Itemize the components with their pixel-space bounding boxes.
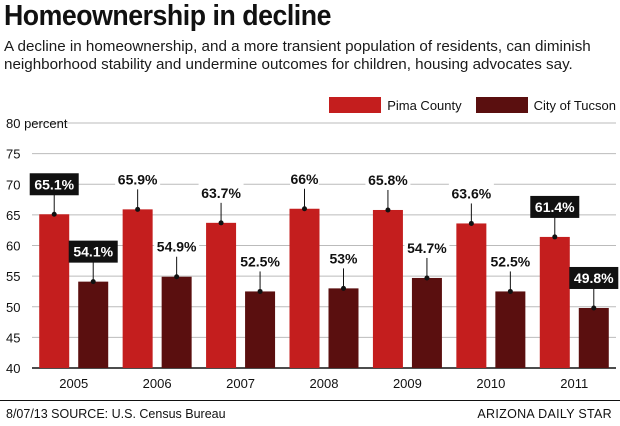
bar-pima bbox=[289, 208, 320, 368]
data-point-marker bbox=[257, 288, 263, 294]
data-label-backdrop bbox=[404, 237, 450, 256]
y-tick-label: 50 bbox=[6, 300, 20, 315]
data-point-marker bbox=[552, 234, 558, 240]
bar-pima bbox=[372, 209, 403, 368]
bar-pima bbox=[456, 223, 487, 368]
data-point-marker bbox=[174, 274, 180, 280]
bar-pima bbox=[122, 209, 153, 368]
bar-pima bbox=[206, 222, 237, 368]
bar-pima bbox=[539, 236, 570, 368]
y-tick-label: 40 bbox=[6, 361, 20, 376]
chart-subtitle: A decline in homeownership, and a more t… bbox=[4, 38, 591, 73]
data-label-backdrop bbox=[198, 182, 244, 201]
data-point-marker bbox=[302, 206, 307, 212]
bar-tucson bbox=[578, 307, 609, 368]
data-label-backdrop bbox=[487, 251, 533, 270]
data-label-backdrop bbox=[237, 251, 283, 270]
bar-tucson bbox=[245, 291, 276, 368]
legend: Pima County City of Tucson bbox=[315, 97, 616, 113]
x-tick-label: 2008 bbox=[310, 376, 339, 391]
y-tick-label: 60 bbox=[6, 239, 20, 254]
x-tick-label: 2009 bbox=[393, 376, 422, 391]
data-point-marker bbox=[51, 211, 57, 217]
bar-tucson bbox=[495, 291, 526, 368]
data-label: 49.8% bbox=[574, 270, 614, 286]
data-label: 65.8% bbox=[368, 172, 408, 188]
footer-source: 8/07/13 SOURCE: U.S. Census Bureau bbox=[6, 407, 226, 421]
chart-title: Homeownership in decline bbox=[4, 0, 331, 32]
data-point-marker bbox=[385, 207, 391, 213]
data-point-marker bbox=[90, 279, 96, 285]
data-label: 65.9% bbox=[118, 171, 158, 187]
y-tick-label: 70 bbox=[6, 177, 20, 192]
data-label-backdrop bbox=[290, 168, 319, 187]
legend-item-tucson: City of Tucson bbox=[475, 97, 616, 113]
data-label-backdrop bbox=[448, 183, 494, 202]
data-label: 66% bbox=[290, 171, 319, 187]
data-point-marker bbox=[341, 285, 346, 291]
data-label: 65.1% bbox=[34, 176, 74, 192]
data-label-box bbox=[530, 195, 580, 218]
data-point-marker bbox=[507, 288, 513, 294]
data-label-backdrop bbox=[329, 248, 358, 267]
bar-tucson bbox=[411, 277, 442, 368]
data-label-backdrop bbox=[154, 236, 200, 255]
data-label: 61.4% bbox=[535, 199, 575, 215]
y-tick-label: 75 bbox=[6, 147, 20, 162]
legend-swatch-tucson bbox=[475, 97, 528, 113]
data-point-marker bbox=[591, 305, 597, 311]
footer-divider bbox=[0, 400, 620, 401]
bar-tucson bbox=[78, 281, 109, 368]
legend-label-tucson: City of Tucson bbox=[533, 97, 616, 113]
bar-tucson bbox=[161, 276, 192, 368]
data-label: 52.5% bbox=[240, 253, 280, 269]
x-tick-label: 2005 bbox=[59, 376, 88, 391]
data-label: 54.1% bbox=[73, 244, 113, 260]
data-label-backdrop bbox=[115, 169, 161, 188]
data-label: 52.5% bbox=[491, 253, 531, 269]
data-point-marker bbox=[135, 206, 141, 212]
data-label-box bbox=[29, 173, 79, 196]
data-point-marker bbox=[424, 275, 430, 281]
data-label: 63.6% bbox=[452, 185, 492, 201]
footer-credit: ARIZONA DAILY STAR bbox=[477, 407, 612, 421]
x-tick-label: 2007 bbox=[226, 376, 255, 391]
data-label: 53% bbox=[329, 250, 358, 266]
data-label: 54.9% bbox=[157, 239, 197, 255]
x-tick-label: 2010 bbox=[476, 376, 505, 391]
data-point-marker bbox=[218, 220, 224, 226]
data-point-marker bbox=[468, 220, 474, 226]
legend-label-pima: Pima County bbox=[387, 97, 462, 113]
data-label-box bbox=[68, 240, 118, 263]
data-label: 63.7% bbox=[201, 185, 241, 201]
y-tick-label: 45 bbox=[6, 330, 20, 345]
x-tick-label: 2006 bbox=[143, 376, 172, 391]
data-label-box bbox=[569, 266, 619, 289]
data-label-backdrop bbox=[365, 169, 411, 188]
y-tick-label: 80 percent bbox=[6, 116, 68, 131]
legend-swatch-pima bbox=[329, 97, 382, 113]
y-tick-label: 55 bbox=[6, 269, 20, 284]
legend-item-pima: Pima County bbox=[329, 97, 462, 113]
y-tick-label: 65 bbox=[6, 208, 20, 223]
bar-pima bbox=[39, 214, 70, 368]
x-tick-label: 2011 bbox=[560, 376, 588, 391]
bar-tucson bbox=[328, 288, 359, 368]
data-label: 54.7% bbox=[407, 240, 447, 256]
